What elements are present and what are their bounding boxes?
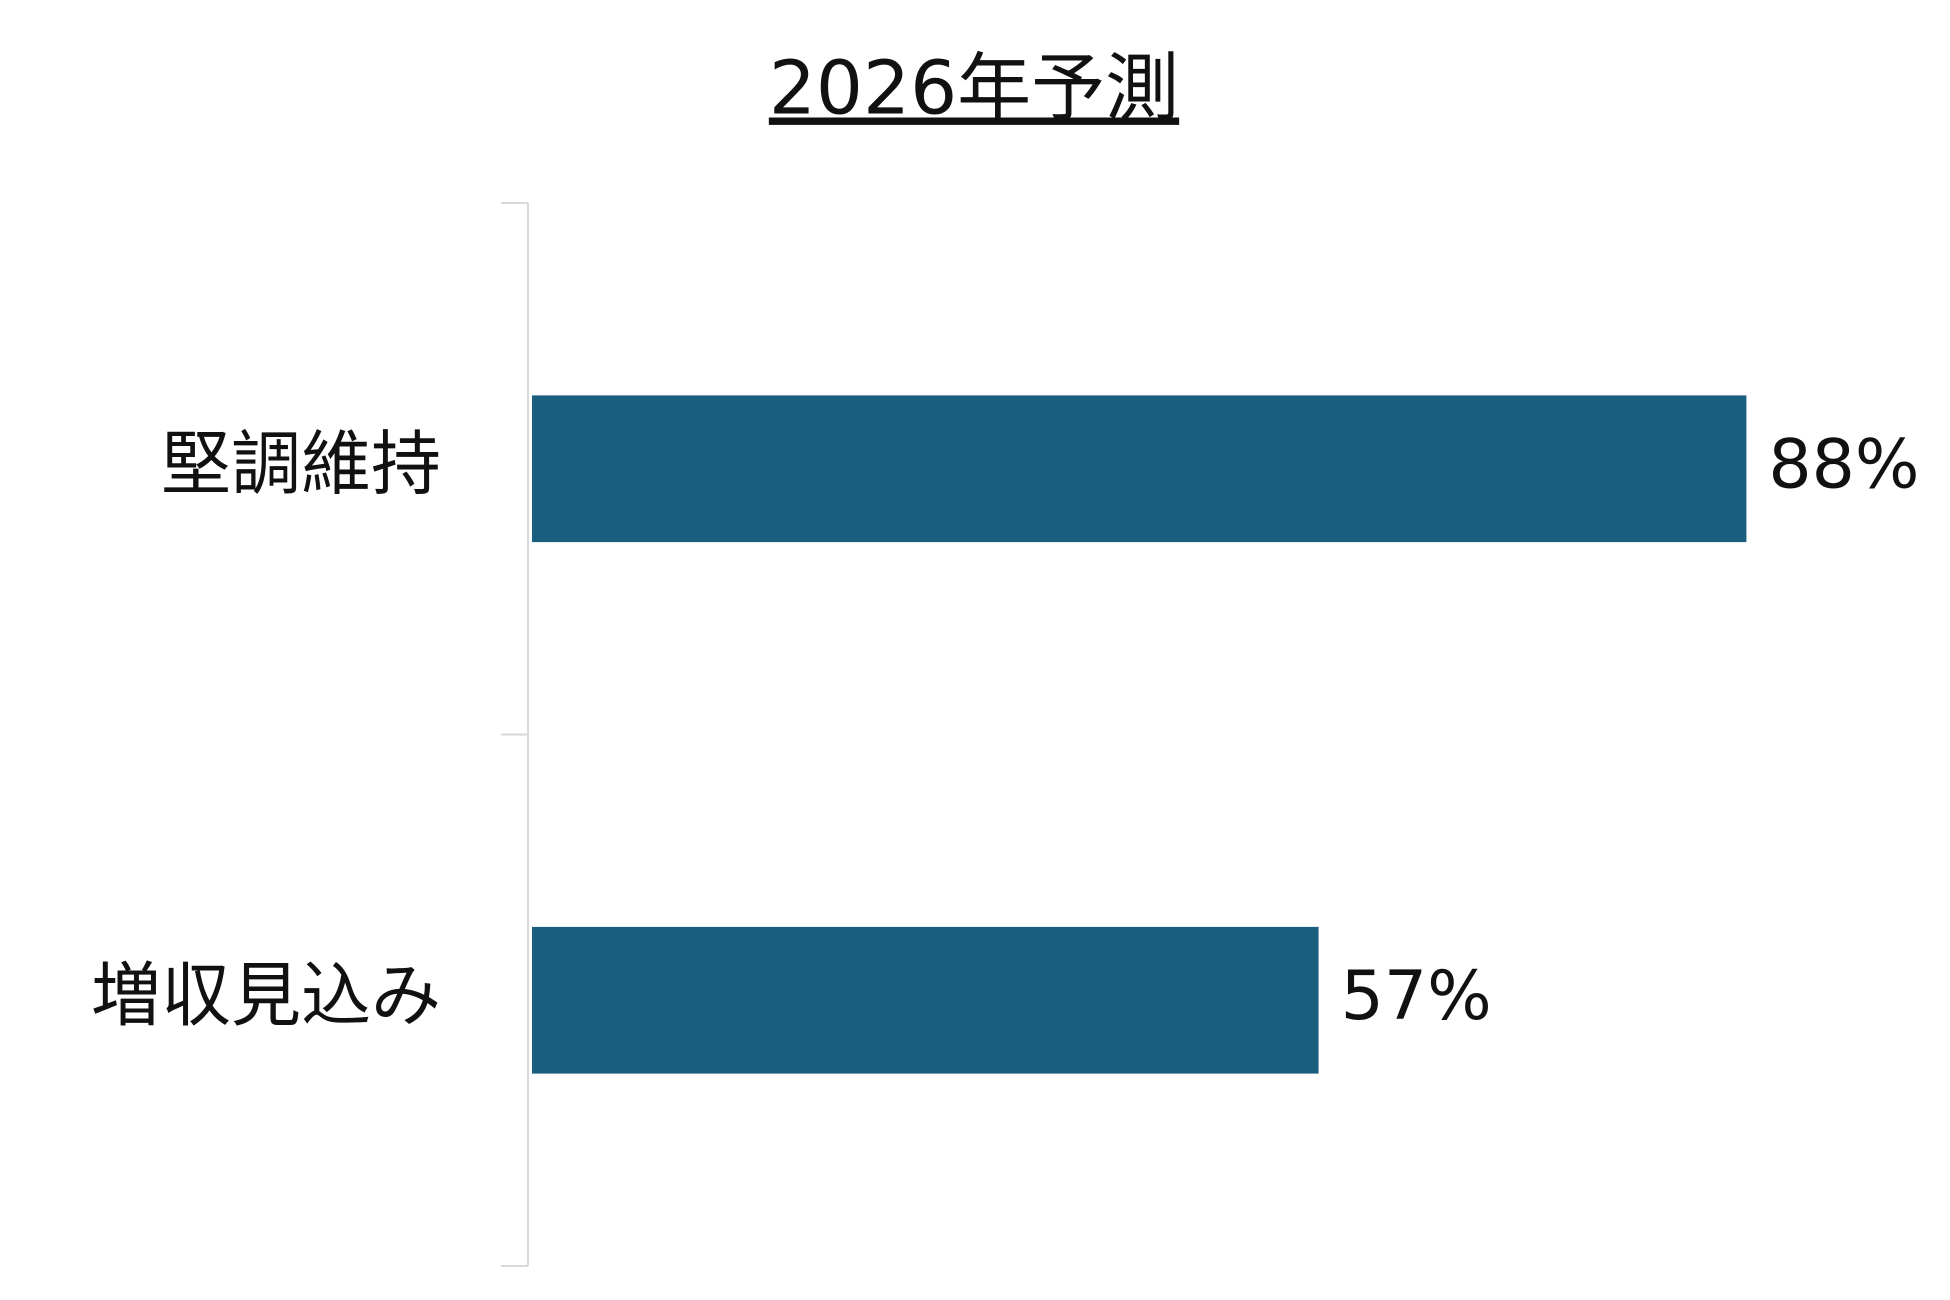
y-tick-label: 堅調維持 bbox=[161, 423, 441, 505]
bar bbox=[532, 395, 1747, 543]
value-label: 57% bbox=[1341, 957, 1492, 1036]
y-tick-label: 増収見込み bbox=[91, 954, 441, 1036]
chart-title: 2026年予測 bbox=[769, 46, 1179, 132]
bar bbox=[532, 926, 1319, 1074]
value-label: 88% bbox=[1768, 425, 1919, 504]
